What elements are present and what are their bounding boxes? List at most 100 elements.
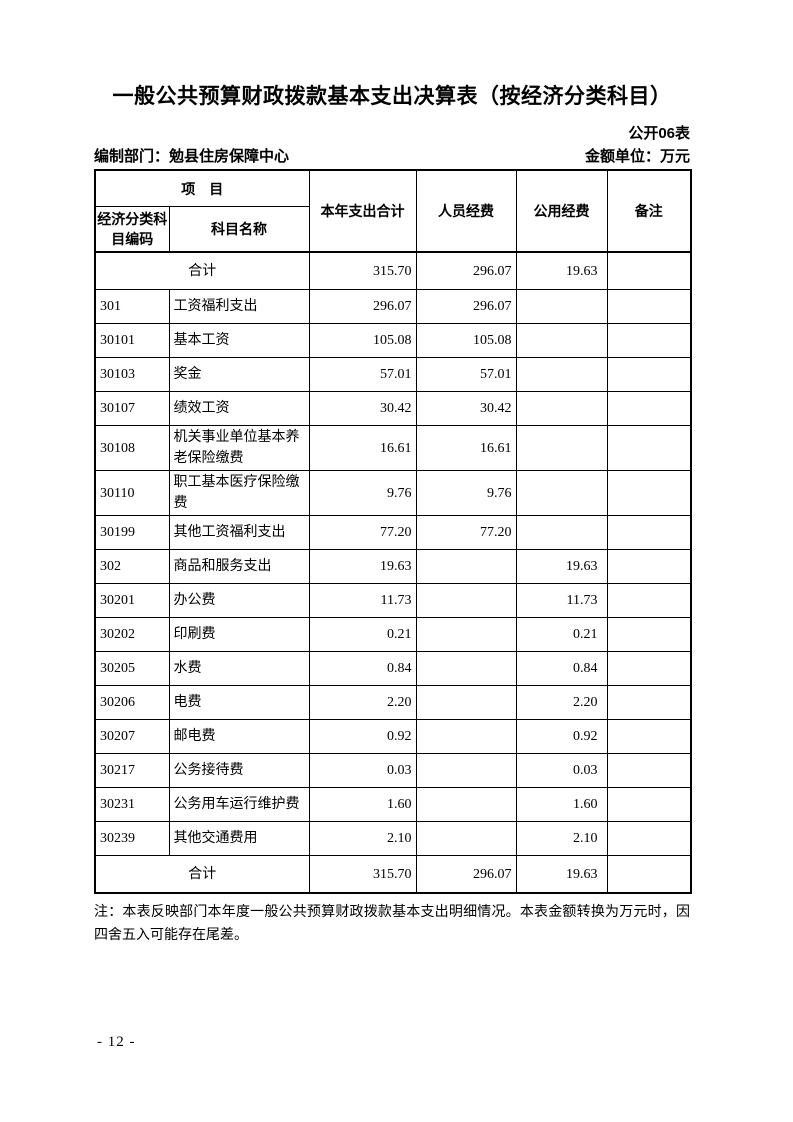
cell-total: 57.01 — [308, 357, 417, 392]
cell-total: 19.63 — [308, 549, 417, 584]
cell-personnel: 105.08 — [415, 323, 517, 358]
cell-public: 11.73 — [515, 583, 608, 618]
cell-public — [515, 391, 608, 426]
cell-public: 0.21 — [515, 617, 608, 652]
header-name: 科目名称 — [168, 206, 310, 253]
cell-name: 商品和服务支出 — [168, 549, 310, 584]
table-header: 项 目 本年支出合计 人员经费 公用经费 备注 经济分类科目编码 科目名称 — [94, 169, 692, 253]
cell-personnel — [415, 583, 517, 618]
cell-name: 水费 — [168, 651, 310, 686]
cell-code: 30207 — [94, 719, 170, 754]
cell-name: 奖金 — [168, 357, 310, 392]
cell-total: 2.10 — [308, 821, 417, 856]
cell-code: 30110 — [94, 470, 170, 516]
cell-code: 30108 — [94, 425, 170, 471]
table-row: 30108 机关事业单位基本养老保险缴费 16.61 16.61 — [94, 425, 692, 471]
form-number-label: 公开06表 — [628, 125, 690, 142]
cell-code: 30107 — [94, 391, 170, 426]
cell-total: 11.73 — [308, 583, 417, 618]
cell-remark — [606, 357, 692, 392]
cell-public: 2.20 — [515, 685, 608, 720]
table-row: 30217 公务接待费 0.03 0.03 — [94, 753, 692, 788]
cell-remark — [606, 470, 692, 516]
cell-total: 0.92 — [308, 719, 417, 754]
page-title: 一般公共预算财政拨款基本支出决算表（按经济分类科目） — [112, 85, 672, 108]
cell-total: 315.70 — [308, 855, 417, 894]
table-row: 30206 电费 2.20 2.20 — [94, 685, 692, 720]
cell-personnel — [415, 651, 517, 686]
cell-name: 印刷费 — [168, 617, 310, 652]
cell-personnel: 77.20 — [415, 515, 517, 550]
cell-remark — [606, 787, 692, 822]
cell-public — [515, 289, 608, 324]
cell-name: 公务接待费 — [168, 753, 310, 788]
cell-code: 30202 — [94, 617, 170, 652]
table-row: 30207 邮电费 0.92 0.92 — [94, 719, 692, 754]
table-row: 30205 水费 0.84 0.84 — [94, 651, 692, 686]
cell-code: 302 — [94, 549, 170, 584]
cell-personnel — [415, 753, 517, 788]
cell-remark — [606, 391, 692, 426]
cell-total: 0.84 — [308, 651, 417, 686]
header-code: 经济分类科目编码 — [94, 206, 170, 253]
cell-code: 30239 — [94, 821, 170, 856]
header-item-group: 项 目 — [94, 169, 310, 207]
cell-personnel: 296.07 — [415, 289, 517, 324]
cell-personnel — [415, 821, 517, 856]
cell-name: 其他工资福利支出 — [168, 515, 310, 550]
cell-public: 19.63 — [515, 251, 608, 290]
cell-total: 30.42 — [308, 391, 417, 426]
cell-remark — [606, 855, 692, 894]
cell-name: 工资福利支出 — [168, 289, 310, 324]
cell-name: 基本工资 — [168, 323, 310, 358]
cell-remark — [606, 753, 692, 788]
table-meta-row: 编制部门：勉县住房保障中心 金额单位：万元 — [94, 145, 690, 166]
cell-code: 301 — [94, 289, 170, 324]
cell-total: 16.61 — [308, 425, 417, 471]
cell-remark — [606, 685, 692, 720]
cell-remark — [606, 583, 692, 618]
cell-public — [515, 357, 608, 392]
cell-remark — [606, 651, 692, 686]
cell-remark — [606, 617, 692, 652]
cell-remark — [606, 821, 692, 856]
footnote: 注：本表反映部门本年度一般公共预算财政拨款基本支出明细情况。本表金额转换为万元时… — [94, 905, 690, 943]
cell-total: 77.20 — [308, 515, 417, 550]
cell-public — [515, 515, 608, 550]
cell-remark — [606, 719, 692, 754]
header-row-sub: 经济分类科目编码 科目名称 — [94, 206, 691, 253]
header-public: 公用经费 — [515, 169, 608, 253]
cell-personnel — [415, 617, 517, 652]
cell-name: 合计 — [94, 855, 310, 894]
table-body: 合计 315.70 296.07 19.63 301 工资福利支出 296.07… — [94, 251, 692, 894]
cell-remark — [606, 549, 692, 584]
cell-total: 296.07 — [308, 289, 417, 324]
cell-name: 机关事业单位基本养老保险缴费 — [168, 425, 310, 471]
cell-code: 30199 — [94, 515, 170, 550]
cell-personnel: 296.07 — [415, 251, 517, 290]
page-content: 一般公共预算财政拨款基本支出决算表（按经济分类科目） 公开06表 编制部门：勉县… — [94, 0, 692, 947]
cell-public: 1.60 — [515, 787, 608, 822]
cell-remark — [606, 425, 692, 471]
page-number: - 12 - — [97, 1034, 136, 1050]
cell-code: 30101 — [94, 323, 170, 358]
cell-personnel: 30.42 — [415, 391, 517, 426]
cell-public: 0.92 — [515, 719, 608, 754]
cell-total: 315.70 — [308, 251, 417, 290]
table-row: 合计 315.70 296.07 19.63 — [94, 251, 692, 290]
cell-name: 绩效工资 — [168, 391, 310, 426]
cell-public: 0.84 — [515, 651, 608, 686]
cell-public: 2.10 — [515, 821, 608, 856]
cell-public — [515, 323, 608, 358]
table-row: 30231 公务用车运行维护费 1.60 1.60 — [94, 787, 692, 822]
header-remark: 备注 — [606, 169, 692, 253]
header-total: 本年支出合计 — [308, 169, 417, 253]
header-row-group: 项 目 本年支出合计 人员经费 公用经费 备注 — [94, 169, 692, 253]
cell-code: 30217 — [94, 753, 170, 788]
table-row: 30199 其他工资福利支出 77.20 77.20 — [94, 515, 692, 550]
cell-total: 1.60 — [308, 787, 417, 822]
cell-personnel — [415, 719, 517, 754]
table-row: 30110 职工基本医疗保险缴费 9.76 9.76 — [94, 470, 692, 516]
cell-personnel: 57.01 — [415, 357, 517, 392]
